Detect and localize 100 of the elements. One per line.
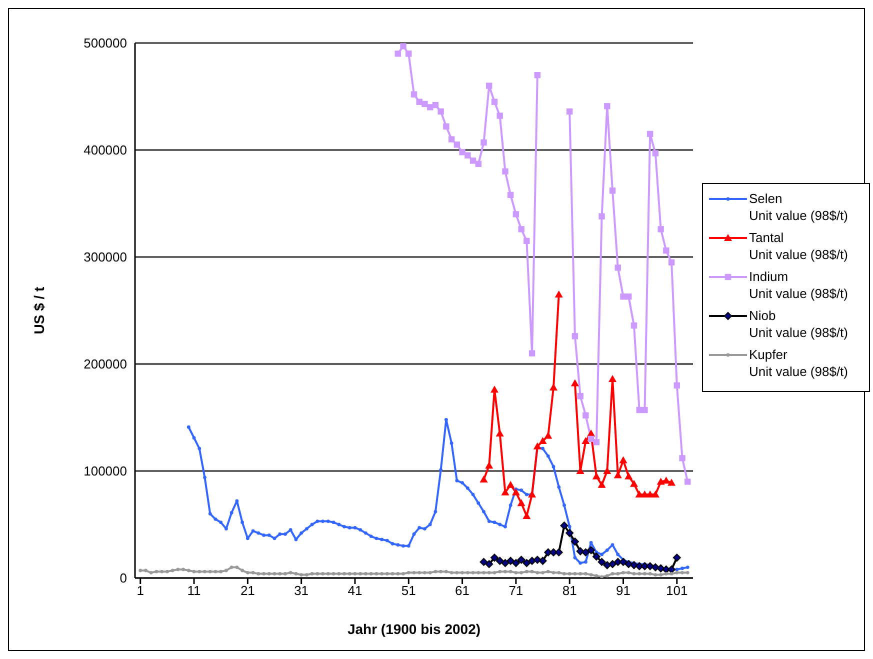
point (496, 430, 504, 437)
point (422, 100, 428, 108)
point (490, 386, 498, 393)
point (534, 72, 541, 78)
point (410, 91, 418, 98)
point (570, 538, 579, 546)
point (554, 548, 563, 556)
point (394, 50, 402, 57)
point (608, 560, 617, 568)
point (582, 548, 590, 556)
point (651, 563, 660, 572)
point (630, 561, 638, 570)
point (480, 139, 487, 146)
point (626, 293, 632, 300)
point (598, 213, 605, 220)
point (560, 522, 568, 530)
point (619, 558, 628, 566)
point (630, 480, 638, 487)
point (668, 259, 675, 266)
legend-label: Indium Unit value (98$/t) (749, 268, 848, 302)
point (464, 152, 471, 158)
point (512, 559, 520, 568)
legend-label: Tantal Unit value (98$/t) (749, 229, 848, 263)
y-tick-label: 400000 (84, 142, 127, 158)
point (501, 559, 510, 568)
x-tick-label: 31 (294, 583, 309, 598)
point (528, 350, 536, 356)
x-tick-label: 91 (616, 583, 630, 598)
point (406, 50, 412, 57)
point (577, 393, 584, 400)
point (486, 82, 492, 89)
point (674, 382, 680, 388)
point (576, 547, 584, 556)
point (582, 437, 590, 444)
y-tick-label: 0 (120, 570, 127, 586)
point (662, 476, 670, 484)
point (603, 467, 612, 474)
point (490, 554, 498, 562)
point (544, 432, 552, 439)
point (570, 379, 579, 386)
x-tick-label: 81 (562, 583, 577, 598)
point (656, 564, 665, 572)
x-tick-label: 21 (240, 583, 255, 598)
point (609, 188, 616, 194)
point (507, 192, 514, 198)
y-axis-title: US $ / t (30, 286, 47, 334)
point (533, 442, 542, 450)
legend-label: Kupfer Unit value (98$/t) (749, 346, 848, 380)
point (538, 556, 547, 565)
point (554, 290, 563, 298)
point (485, 462, 494, 469)
y-tick-label: 200000 (84, 356, 127, 372)
point (438, 108, 444, 115)
point (538, 437, 547, 444)
point (668, 565, 676, 574)
point (501, 488, 510, 496)
point (432, 102, 439, 108)
point (608, 374, 617, 382)
point (485, 560, 494, 568)
point (619, 456, 628, 464)
point (517, 556, 526, 564)
point (502, 168, 508, 174)
point (598, 480, 606, 488)
point (480, 558, 488, 566)
point (517, 499, 526, 506)
point (604, 103, 610, 110)
x-tick-label: 71 (508, 583, 524, 598)
point (506, 480, 515, 488)
point (624, 560, 633, 568)
point (598, 558, 606, 566)
point (624, 472, 633, 480)
point (448, 136, 455, 142)
x-tick-label: 11 (187, 583, 201, 598)
legend-label: Niob Unit value (98$/t) (749, 307, 848, 341)
point (480, 476, 488, 483)
point (470, 158, 476, 164)
y-tick-label: 100000 (84, 464, 127, 479)
point (603, 561, 612, 570)
x-tick-label: 61 (455, 583, 470, 598)
point (672, 554, 681, 562)
point (524, 238, 530, 244)
point (522, 512, 531, 519)
point (496, 112, 503, 119)
point (684, 478, 691, 485)
point (454, 142, 460, 148)
point (652, 150, 659, 156)
x-tick-label: 101 (666, 583, 688, 598)
point (593, 439, 600, 446)
x-tick-label: 51 (401, 583, 416, 598)
legend-label: Selen Unit value (98$/t) (749, 190, 848, 224)
point (646, 130, 654, 138)
point (630, 322, 638, 329)
point (592, 552, 600, 561)
point (566, 529, 574, 538)
point (426, 104, 434, 110)
point (512, 211, 520, 218)
y-tick-label: 300000 (84, 250, 127, 265)
point (496, 556, 504, 565)
x-axis-title: Jahr (1900 bis 2002) (347, 621, 481, 637)
y-tick-label: 500000 (84, 36, 127, 51)
